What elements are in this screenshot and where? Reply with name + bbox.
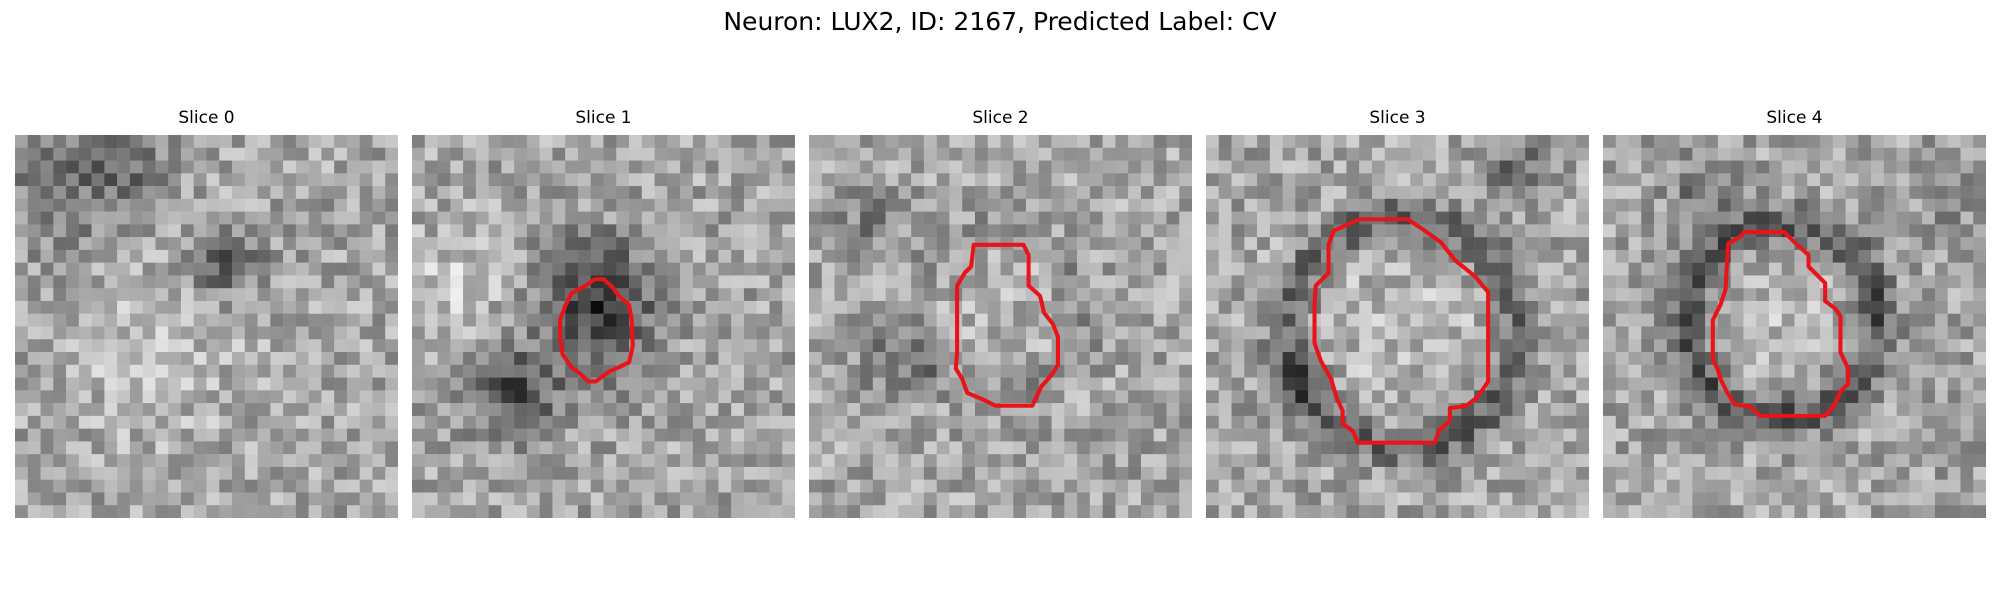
slice-panel-0: Slice 0 bbox=[15, 108, 398, 518]
segmentation-outline bbox=[1312, 217, 1491, 445]
em-slice-image bbox=[1206, 135, 1589, 518]
slice-title: Slice 4 bbox=[1766, 108, 1823, 128]
segmentation-outline bbox=[1710, 229, 1851, 418]
slice-panel-3: Slice 3 bbox=[1206, 108, 1589, 518]
slice-title: Slice 2 bbox=[972, 108, 1029, 128]
slice-title: Slice 3 bbox=[1369, 108, 1426, 128]
em-pixel-grid bbox=[1206, 135, 1589, 518]
em-pixel-grid bbox=[1603, 135, 1986, 518]
slice-panel-1: Slice 1 bbox=[412, 108, 795, 518]
em-pixel-grid bbox=[412, 135, 795, 518]
slice-title: Slice 0 bbox=[178, 108, 235, 128]
slice-title: Slice 1 bbox=[575, 108, 632, 128]
em-slice-image bbox=[15, 135, 398, 518]
figure-title: Neuron: LUX2, ID: 2167, Predicted Label:… bbox=[723, 7, 1277, 36]
segmentation-outline bbox=[953, 242, 1060, 408]
slice-panel-4: Slice 4 bbox=[1603, 108, 1986, 518]
slice-panel-2: Slice 2 bbox=[809, 108, 1192, 518]
em-slice-image bbox=[1603, 135, 1986, 518]
em-pixel-grid bbox=[15, 135, 398, 518]
em-slice-image bbox=[412, 135, 795, 518]
em-slice-image bbox=[809, 135, 1192, 518]
segmentation-outline bbox=[558, 277, 635, 384]
em-pixel-grid bbox=[809, 135, 1192, 518]
